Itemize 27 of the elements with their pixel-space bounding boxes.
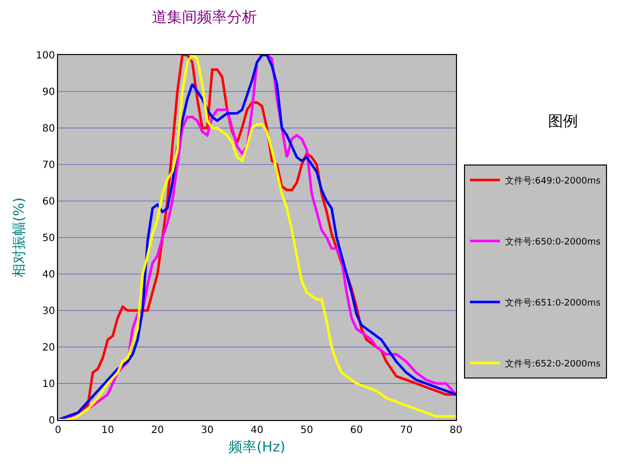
x-tick-label: 50 (300, 425, 314, 436)
y-tick-label: 0 (48, 416, 55, 426)
y-tick-label: 100 (36, 50, 55, 62)
x-tick-label: 60 (350, 425, 363, 436)
x-tick-label: 30 (200, 425, 214, 436)
x-tick-label: 20 (151, 425, 164, 436)
y-tick-label: 40 (42, 270, 55, 280)
x-tick-label: 40 (250, 425, 264, 436)
legend-title: 图例 (548, 112, 578, 130)
y-tick-label: 50 (42, 233, 55, 244)
x-axis-title: 频率(Hz) (228, 439, 286, 456)
x-tick-label: 10 (101, 425, 114, 436)
y-tick-label: 80 (42, 124, 55, 134)
y-tick-label: 90 (42, 87, 55, 98)
y-tick-label: 10 (42, 379, 55, 390)
legend-label: 文件号:651:0-2000ms (504, 298, 601, 309)
y-tick-label: 30 (42, 306, 55, 317)
x-tick-label: 80 (450, 425, 462, 436)
y-tick-label: 70 (42, 160, 55, 171)
legend-label: 文件号:649:0-2000ms (504, 176, 601, 187)
legend-label: 文件号:652:0-2000ms (504, 358, 601, 370)
y-axis-title: 相对振幅(%) (12, 197, 28, 278)
y-tick-label: 60 (42, 196, 55, 208)
chart-title: 道集间频率分析 (152, 8, 257, 26)
y-tick-label: 20 (42, 342, 55, 354)
x-tick-label: 70 (400, 425, 413, 436)
legend-label: 文件号:650:0-2000ms (504, 236, 601, 248)
